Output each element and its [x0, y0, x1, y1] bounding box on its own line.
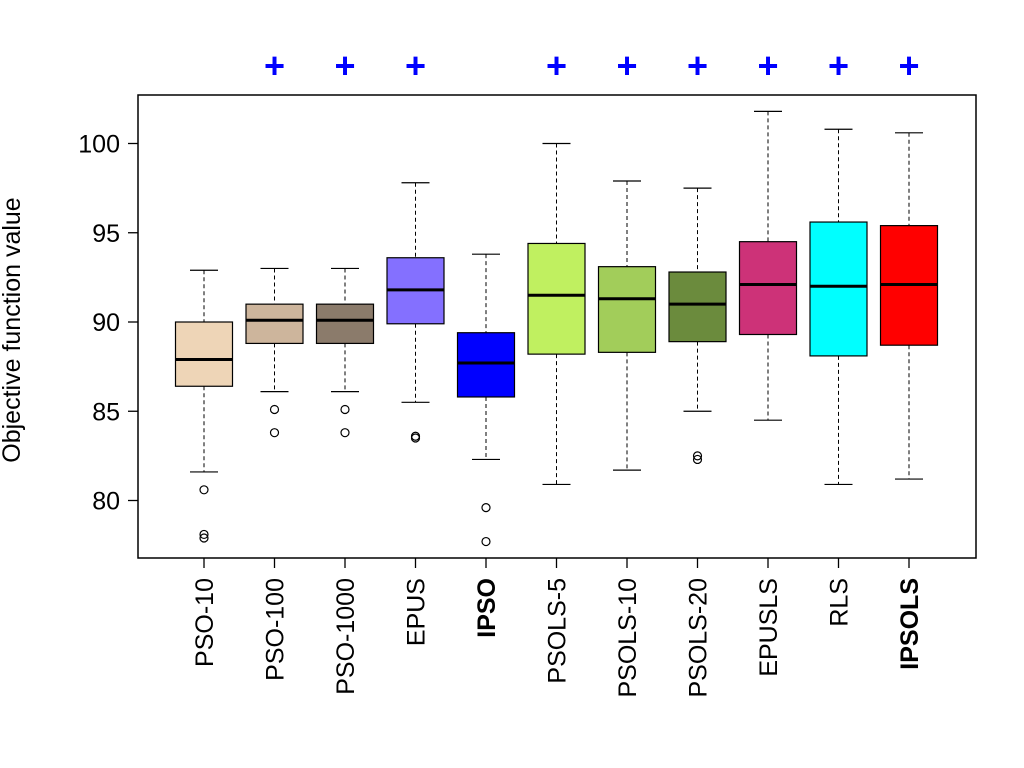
- x-category-label: IPSO: [473, 578, 501, 638]
- significance-marker: +: [334, 45, 355, 86]
- outlier-point: [199, 533, 209, 543]
- outlier-point: [692, 454, 703, 465]
- x-category-label: PSO-10: [191, 578, 219, 667]
- x-category-label: RLS: [826, 578, 854, 627]
- x-category-label: PSOLS-5: [544, 578, 572, 684]
- box-pso-1000: [315, 303, 375, 345]
- x-category-label: PSO-100: [262, 578, 290, 681]
- y-tick-label: 90: [92, 309, 120, 337]
- outlier-point: [269, 404, 280, 415]
- significance-marker: +: [405, 45, 426, 86]
- outlier-point: [269, 428, 280, 438]
- box-epusls: [738, 241, 798, 336]
- outlier-point: [410, 433, 421, 443]
- box-psols-10: [597, 266, 657, 353]
- x-category-label: EPUS: [403, 578, 431, 646]
- y-tick-label: 100: [78, 131, 120, 159]
- x-category-label: PSO-1000: [332, 578, 360, 695]
- outlier-point: [340, 404, 350, 415]
- box-ipso: [456, 332, 516, 398]
- y-axis-label: Objective function value: [0, 197, 26, 462]
- box-pso-100: [245, 303, 304, 345]
- outlier-point: [692, 451, 703, 461]
- significance-marker: +: [898, 45, 919, 86]
- y-tick-label: 95: [92, 220, 120, 248]
- significance-marker: +: [546, 45, 567, 86]
- y-tick-label: 85: [92, 398, 120, 426]
- outlier-point: [481, 536, 491, 547]
- significance-marker: +: [828, 45, 849, 86]
- significance-marker: +: [757, 45, 778, 86]
- x-category-label: IPSOLS: [896, 578, 924, 670]
- significance-marker: +: [687, 45, 708, 86]
- outlier-point: [340, 428, 350, 438]
- outlier-point: [199, 529, 209, 540]
- box-psols-5: [527, 242, 586, 355]
- outlier-point: [481, 503, 491, 513]
- x-category-label: EPUSLS: [755, 578, 783, 677]
- significance-marker: +: [616, 45, 637, 86]
- box-rls: [809, 221, 868, 357]
- x-category-label: PSOLS-10: [614, 578, 642, 698]
- y-tick-label: 80: [92, 488, 120, 516]
- significance-marker: +: [264, 45, 285, 86]
- box-pso-10: [174, 321, 234, 387]
- x-category-label: PSOLS-20: [685, 578, 713, 698]
- chart-marks: 80 85 90 95 100 PSO-10 PSO-100 + PSO-1000 + EPUS + I…: [78, 45, 939, 698]
- outlier-point: [199, 485, 209, 495]
- box-psols-20: [668, 271, 727, 343]
